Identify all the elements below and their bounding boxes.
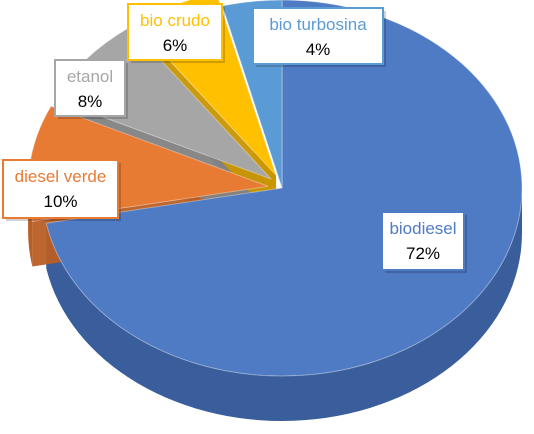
data-label-box xyxy=(54,59,126,117)
data-label-bio-turbosina: bio turbosina 4% xyxy=(252,7,386,67)
data-label-box xyxy=(127,3,223,61)
data-label-category: bio turbosina xyxy=(269,15,367,34)
data-label-category: bio crudo xyxy=(140,11,210,30)
data-label-value: 6% xyxy=(163,36,188,55)
data-label-value: 72% xyxy=(406,244,440,263)
data-label-box xyxy=(252,7,384,65)
pie-side-biodiesel xyxy=(46,188,522,422)
data-label-bio-crudo: bio crudo 6% xyxy=(127,3,225,63)
data-label-biodiesel: biodiesel 72% xyxy=(381,211,467,273)
data-label-category: etanol xyxy=(67,67,113,86)
data-label-etanol: etanol 8% xyxy=(54,59,128,119)
data-label-box xyxy=(381,211,465,271)
data-label-value: 10% xyxy=(43,192,77,211)
data-label-value: 4% xyxy=(306,40,331,59)
pie-slice-biodiesel xyxy=(45,0,523,377)
data-label-value: 8% xyxy=(78,92,103,111)
data-label-category: diesel verde xyxy=(15,167,107,186)
data-label-category: biodiesel xyxy=(389,219,456,238)
data-label-diesel-verde: diesel verde 10% xyxy=(2,159,121,221)
data-label-box xyxy=(2,159,119,219)
